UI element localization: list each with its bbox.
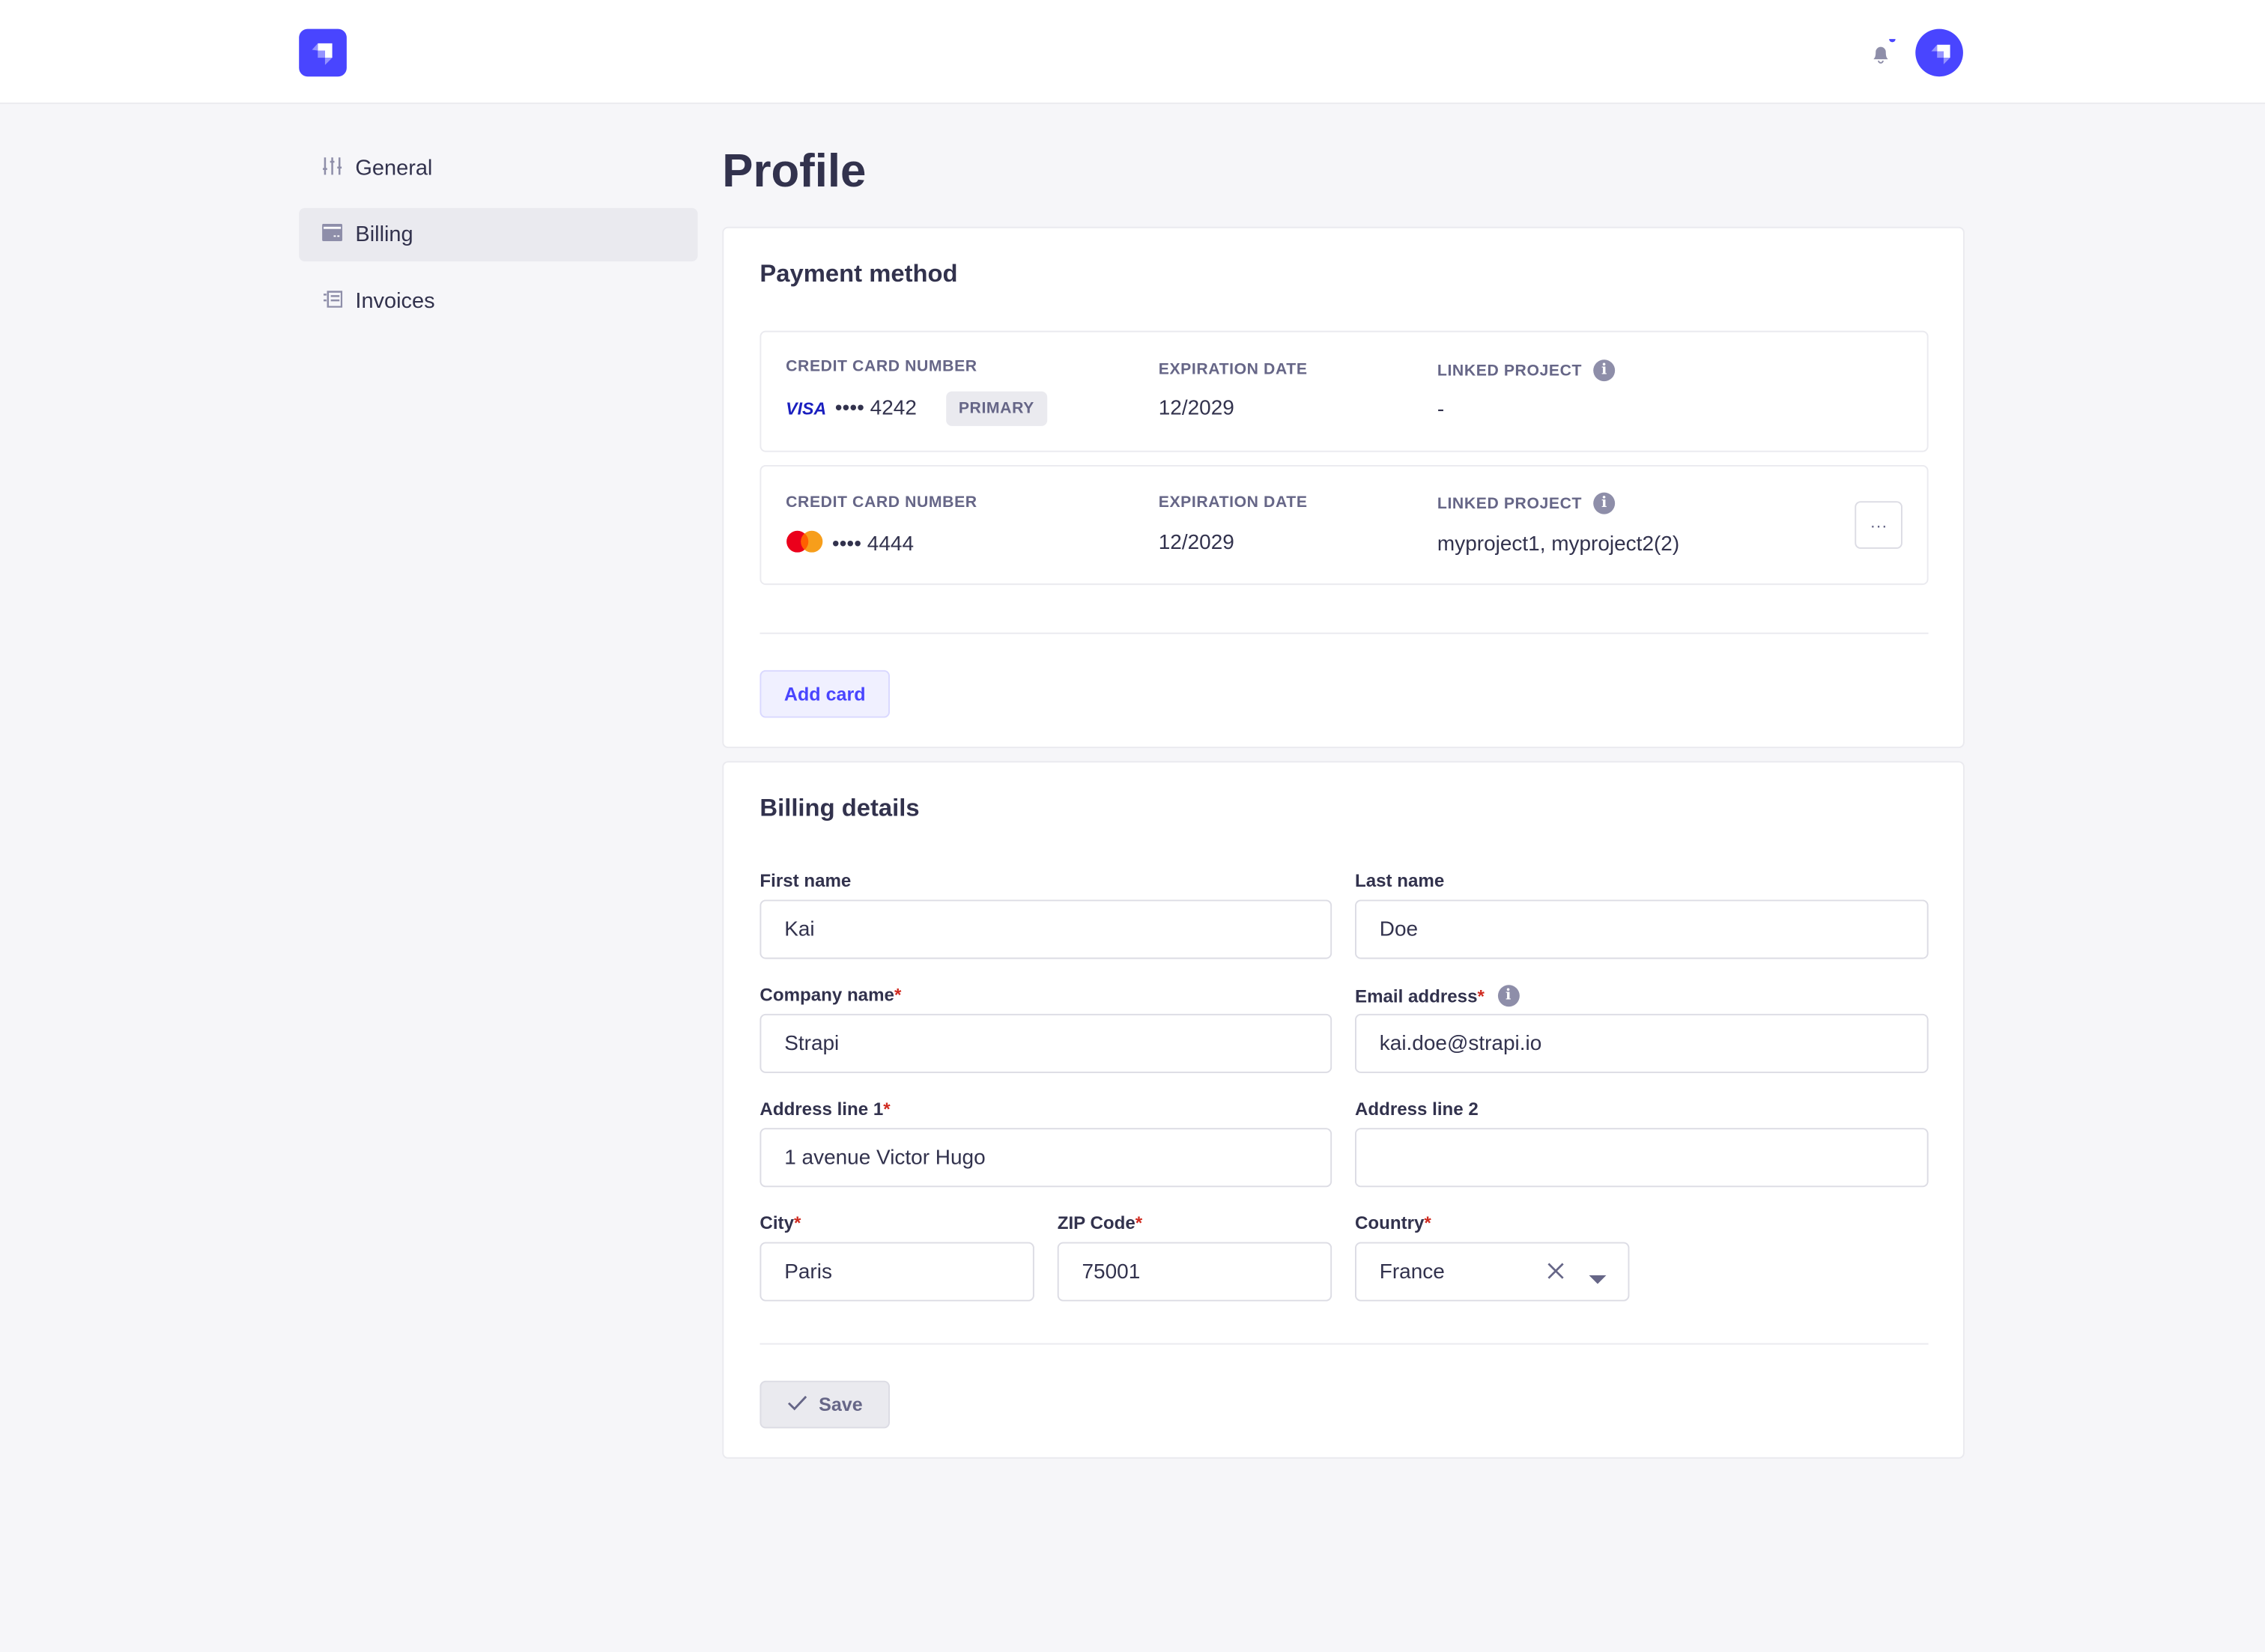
address1-label: Address line 1 *	[759, 1099, 891, 1120]
mastercard-icon	[786, 530, 823, 559]
linked-project-label: LINKED PROJECT i	[1437, 492, 1616, 514]
clear-icon[interactable]	[1546, 1261, 1566, 1287]
chevron-down-icon[interactable]	[1589, 1268, 1607, 1291]
address2-input[interactable]	[1354, 1128, 1929, 1188]
avatar[interactable]	[1915, 28, 1963, 77]
add-card-button[interactable]: Add card	[759, 669, 890, 718]
primary-badge: PRIMARY	[945, 391, 1048, 426]
bell-icon[interactable]	[1868, 35, 1897, 68]
expiration-date: 12/2029	[1158, 397, 1234, 421]
card-number-label: CREDIT CARD NUMBER	[786, 358, 977, 376]
email-input[interactable]	[1354, 1013, 1929, 1073]
billing-details-panel: Billing details First name Last name Com…	[722, 761, 1965, 1459]
strapi-logo[interactable]	[299, 28, 347, 77]
top-bar	[0, 0, 2265, 104]
country-label: Country *	[1354, 1212, 1431, 1233]
sidebar-item-invoices[interactable]: Invoices	[299, 274, 697, 327]
zip-input[interactable]	[1057, 1242, 1332, 1302]
divider	[759, 1343, 1929, 1345]
card-row: CREDIT CARD NUMBER •••• 4444 EXPIRATION …	[759, 464, 1929, 586]
section-title: Billing details	[759, 794, 920, 822]
company-label: Company name *	[759, 985, 902, 1006]
country-select[interactable]: France	[1354, 1242, 1630, 1302]
card-row: CREDIT CARD NUMBER VISA •••• 4242 PRIMAR…	[759, 330, 1929, 452]
card-number: •••• 4444	[786, 530, 914, 559]
save-button[interactable]: Save	[759, 1380, 890, 1429]
invoice-icon	[322, 289, 343, 314]
zip-label: ZIP Code *	[1057, 1212, 1143, 1233]
expiration-date: 12/2029	[1158, 531, 1234, 555]
sliders-icon	[322, 155, 342, 181]
info-icon[interactable]: i	[1593, 359, 1616, 382]
info-icon[interactable]: i	[1593, 492, 1616, 514]
section-title: Payment method	[759, 260, 958, 288]
divider	[759, 632, 1929, 634]
card-number-label: CREDIT CARD NUMBER	[786, 494, 977, 511]
linked-project: -	[1437, 398, 1445, 422]
email-label: Email address * i	[1355, 985, 1520, 1007]
expiration-label: EXPIRATION DATE	[1158, 361, 1308, 379]
info-icon[interactable]: i	[1497, 985, 1520, 1007]
sidebar-item-general[interactable]: General	[299, 142, 697, 195]
city-label: City *	[759, 1212, 801, 1233]
more-actions-button[interactable]: ···	[1855, 501, 1902, 549]
linked-project-label: LINKED PROJECT i	[1437, 359, 1616, 382]
company-input[interactable]	[759, 1013, 1332, 1073]
page-title: Profile	[722, 144, 867, 197]
address1-input[interactable]	[759, 1128, 1332, 1188]
expiration-label: EXPIRATION DATE	[1158, 494, 1308, 511]
city-input[interactable]	[759, 1242, 1034, 1302]
payment-method-panel: Payment method CREDIT CARD NUMBER VISA •…	[722, 226, 1965, 748]
visa-icon: VISA	[786, 398, 827, 419]
first-name-input[interactable]	[759, 899, 1332, 959]
sidebar-item-billing[interactable]: Billing	[299, 207, 698, 262]
card-number: VISA •••• 4242 PRIMARY	[786, 391, 1048, 426]
last-name-label: Last name	[1354, 870, 1445, 891]
linked-project: myproject1, myproject2(2)	[1437, 532, 1680, 556]
check-icon	[787, 1394, 807, 1415]
credit-card-icon	[322, 222, 343, 247]
first-name-label: First name	[759, 870, 852, 891]
address2-label: Address line 2	[1354, 1099, 1479, 1120]
last-name-input[interactable]	[1354, 899, 1929, 959]
